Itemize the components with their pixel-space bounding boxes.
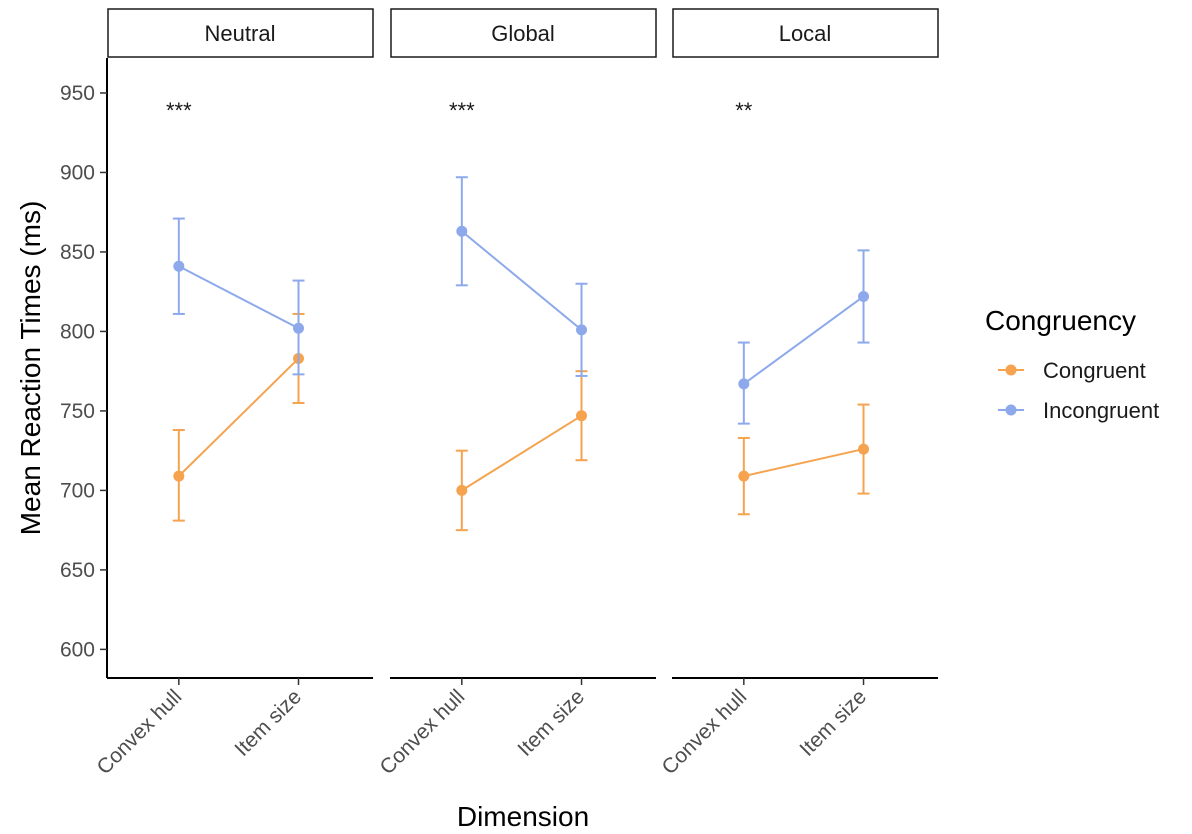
y-tick-label: 600: [60, 638, 95, 661]
significance-label: ***: [166, 98, 192, 123]
legend-title: Congruency: [985, 305, 1136, 336]
x-tick-label: Convex hull: [375, 685, 469, 779]
legend-label: Incongruent: [1043, 398, 1159, 423]
facet-panel-local: Local Convex hull Item size **: [657, 8, 939, 779]
series-congruent: [172, 312, 305, 522]
series-incongruent: [737, 249, 870, 425]
data-point: [456, 484, 468, 496]
legend-key-point: [1005, 364, 1017, 376]
x-tick-label: Item size: [230, 685, 306, 761]
data-point: [858, 443, 870, 455]
series-congruent: [737, 403, 870, 516]
legend-key-point: [1005, 404, 1017, 416]
y-tick-label: 750: [60, 400, 95, 423]
facet-strip: [107, 8, 374, 58]
data-point: [293, 322, 305, 334]
y-tick-label: 700: [60, 479, 95, 502]
data-point: [738, 470, 750, 482]
data-point: [738, 378, 750, 390]
facet-panel-neutral: Neutral Convex hull Item size ***: [92, 8, 374, 779]
facet-strip-label: Local: [779, 21, 832, 46]
x-tick-label: Item size: [513, 685, 589, 761]
series-line: [178, 265, 299, 330]
facet-strip-label: Global: [491, 21, 555, 46]
facet-strip: [672, 8, 939, 58]
x-tick-label: Convex hull: [657, 685, 751, 779]
data-point: [173, 470, 185, 482]
legend-items: Congruent Incongruent: [998, 358, 1159, 423]
series-incongruent: [455, 176, 588, 377]
x-axis-title: Dimension: [457, 801, 589, 832]
x-tick-label: Item size: [795, 685, 871, 761]
y-tick-label: 950: [60, 82, 95, 105]
series-line: [461, 230, 583, 331]
significance-label: **: [735, 98, 753, 123]
legend-item-incongruent: Incongruent: [998, 398, 1159, 423]
facet-strip: [390, 8, 657, 58]
panels-layer: Neutral Convex hull Item size *** Global Conv…: [92, 8, 939, 779]
series-line: [461, 414, 583, 492]
series-line: [743, 448, 864, 478]
facet-strip-label: Neutral: [205, 21, 276, 46]
y-tick-label: 800: [60, 320, 95, 343]
series-congruent: [455, 370, 588, 532]
legend-label: Congruent: [1043, 358, 1146, 383]
data-point: [576, 324, 588, 336]
y-tick-label: 900: [60, 161, 95, 184]
legend-item-congruent: Congruent: [998, 358, 1146, 383]
y-axis-title: Mean Reaction Times (ms): [15, 201, 46, 536]
data-point: [858, 290, 870, 302]
x-tick-label: Convex hull: [92, 685, 186, 779]
data-point: [576, 410, 588, 422]
significance-label: ***: [449, 98, 475, 123]
y-tick-label: 650: [60, 559, 95, 582]
data-point: [456, 225, 468, 237]
data-point: [173, 260, 185, 272]
y-axis: 600 650 700 750 800 850 900 950: [60, 58, 108, 678]
series-incongruent: [172, 217, 305, 376]
series-line: [743, 295, 865, 385]
series-line: [178, 357, 300, 477]
facet-panel-global: Global Convex hull Item size ***: [375, 8, 657, 779]
y-tick-label: 850: [60, 241, 95, 264]
legend: Congruency Congruent Incongruent: [985, 305, 1159, 423]
